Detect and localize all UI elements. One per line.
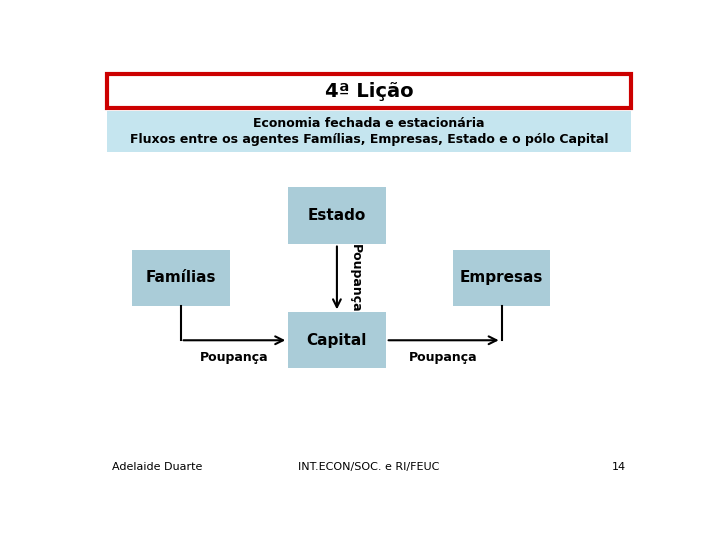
Bar (288, 187, 386, 244)
Text: Poupança: Poupança (409, 350, 478, 363)
Bar (107, 111, 631, 152)
Text: Fluxos entre os agentes Famílias, Empresas, Estado e o pólo Capital: Fluxos entre os agentes Famílias, Empres… (130, 133, 608, 146)
Text: Poupança: Poupança (200, 350, 269, 363)
Text: 4ª Lição: 4ª Lição (325, 82, 413, 101)
Text: Estado: Estado (307, 208, 366, 223)
Bar (132, 250, 230, 306)
Text: Empresas: Empresas (460, 271, 543, 286)
Text: 14: 14 (611, 462, 626, 472)
Text: Economia fechada e estacionária: Economia fechada e estacionária (253, 117, 485, 130)
Bar (453, 250, 550, 306)
Text: Capital: Capital (307, 333, 367, 348)
Text: Poupança: Poupança (349, 244, 362, 312)
Bar (107, 75, 631, 109)
Text: Famílias: Famílias (145, 271, 216, 286)
Text: Adelaide Duarte: Adelaide Duarte (112, 462, 203, 472)
Text: INT.ECON/SOC. e RI/FEUC: INT.ECON/SOC. e RI/FEUC (298, 462, 440, 472)
Bar (288, 312, 386, 368)
